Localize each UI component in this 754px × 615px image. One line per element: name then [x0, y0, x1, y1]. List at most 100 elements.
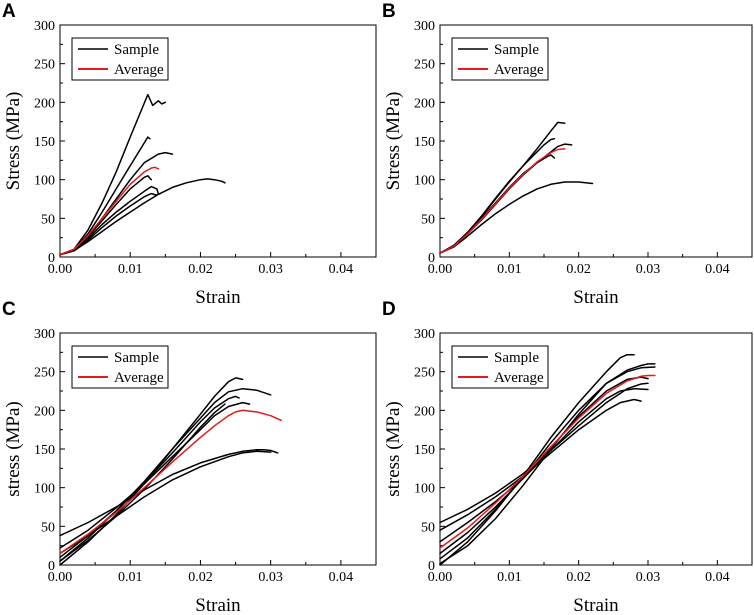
y-tick-label: 300 [34, 327, 55, 342]
x-axis-title: Strain [195, 287, 241, 308]
x-tick-label: 0.00 [48, 262, 73, 277]
y-tick-label: 200 [414, 404, 435, 419]
panel-d-legend: Sample Average [451, 345, 549, 389]
sample-curve [439, 382, 649, 524]
panel-b: B 0.00 0.01 0.02 0.03 0.04 0 50 100 150 200 250 300… [382, 1, 753, 308]
y-tick-label: 0 [428, 559, 435, 574]
x-tick-label: 0.00 [428, 570, 453, 585]
y-tick-label: 300 [34, 19, 55, 34]
x-tick-label: 0.04 [705, 570, 730, 585]
sample-curve [439, 387, 649, 543]
y-tick-label: 250 [414, 366, 435, 381]
x-tick-label: 0.03 [636, 570, 661, 585]
x-tick-label: 0.03 [636, 262, 661, 277]
average-curve [59, 166, 160, 256]
panel-b-frame [439, 24, 753, 258]
x-tick-label: 0.04 [329, 570, 354, 585]
sample-curve [439, 363, 656, 560]
y-tick-label: 250 [414, 58, 435, 73]
y-axis-title: stress (MPa) [3, 401, 24, 497]
legend-label: Average [494, 370, 544, 386]
x-tick-label: 0.03 [258, 570, 283, 585]
sample-curve [59, 93, 167, 256]
panel-c-label: C [2, 299, 16, 320]
y-tick-label: 250 [34, 366, 55, 381]
sample-curve [59, 450, 272, 555]
panel-a-frame [59, 24, 377, 258]
sample-curve [59, 401, 251, 549]
y-tick-label: 300 [414, 19, 435, 34]
legend-label: Sample [494, 42, 539, 58]
x-tick-label: 0.01 [118, 262, 143, 277]
x-tick-label: 0.00 [48, 570, 73, 585]
panel-d-axes: 0.00 0.01 0.02 0.03 0.04 0 50 100 150 200 250 300 St… [383, 327, 753, 615]
y-tick-label: 100 [34, 482, 55, 497]
sample-curve [439, 353, 635, 566]
legend-box [451, 345, 549, 389]
panel-c-curves [59, 377, 282, 566]
panel-c: C 0.00 0.01 0.02 0.03 0.04 0 50 100 150 200 250 300… [2, 299, 377, 615]
sample-curve [439, 398, 642, 531]
x-tick-label: 0.04 [705, 262, 730, 277]
panel-c-legend: Sample Average [71, 345, 169, 389]
y-tick-label: 200 [34, 96, 55, 111]
sample-curve [59, 178, 226, 256]
sample-curve [439, 154, 556, 254]
panel-b-curves [439, 121, 594, 254]
y-tick-label: 50 [41, 212, 55, 227]
y-tick-label: 100 [34, 174, 55, 189]
panel-c-frame [59, 332, 377, 566]
y-tick-label: 200 [414, 96, 435, 111]
sample-curve [59, 387, 272, 562]
y-tick-label: 50 [421, 212, 435, 227]
y-tick-label: 200 [34, 404, 55, 419]
sample-curve [439, 121, 566, 254]
legend-label: Sample [114, 350, 159, 366]
x-tick-label: 0.02 [566, 570, 591, 585]
x-tick-label: 0.04 [329, 262, 354, 277]
panel-a-label: A [2, 1, 16, 22]
legend-label: Average [114, 370, 164, 386]
sample-curve [439, 181, 594, 254]
y-tick-label: 100 [414, 482, 435, 497]
x-axis-title: Strain [573, 595, 619, 615]
x-tick-label: 0.00 [428, 262, 453, 277]
panel-a-curves [59, 93, 226, 256]
legend-label: Sample [494, 350, 539, 366]
x-tick-label: 0.02 [188, 570, 213, 585]
panel-c-axes: 0.00 0.01 0.02 0.03 0.04 0 50 100 150 200 250 300 St… [3, 327, 377, 615]
panel-d-frame [439, 332, 753, 566]
y-tick-label: 0 [428, 251, 435, 266]
panel-d: D 0.00 0.01 0.02 0.03 0.04 0 50 100 150 200 250 300… [382, 299, 753, 615]
average-curve [439, 374, 656, 549]
y-tick-label: 50 [421, 520, 435, 535]
panel-b-legend: Sample Average [451, 37, 549, 81]
x-tick-label: 0.02 [188, 262, 213, 277]
sample-curve [439, 143, 573, 254]
panel-d-curves [439, 353, 656, 566]
y-axis-title: Stress (MPa) [3, 92, 24, 191]
y-tick-label: 150 [34, 135, 55, 150]
panel-a: A 0.00 0.01 0.02 0.03 0.04 0 50 100 150 200 250 300… [2, 1, 377, 308]
average-curve [59, 409, 282, 555]
panel-a-axes: 0.00 0.01 0.02 0.03 0.04 0 50 100 150 200 250 300 St… [3, 19, 377, 308]
y-tick-label: 150 [34, 443, 55, 458]
legend-box [451, 37, 549, 81]
y-tick-label: 100 [414, 174, 435, 189]
legend-box [71, 345, 169, 389]
sample-curve [59, 395, 240, 559]
legend-box [71, 37, 169, 81]
y-axis-title: stress (MPa) [383, 401, 404, 497]
x-tick-label: 0.01 [497, 570, 522, 585]
y-tick-label: 150 [414, 135, 435, 150]
x-tick-label: 0.03 [258, 262, 283, 277]
x-tick-label: 0.01 [497, 262, 522, 277]
x-axis-title: Strain [195, 595, 241, 615]
sample-curve [439, 137, 556, 254]
x-tick-label: 0.02 [566, 262, 591, 277]
panel-b-axes: 0.00 0.01 0.02 0.03 0.04 0 50 100 150 200 250 300 St… [383, 19, 753, 308]
legend-label: Sample [114, 42, 159, 58]
y-tick-label: 0 [48, 251, 55, 266]
sample-curve [59, 449, 279, 537]
